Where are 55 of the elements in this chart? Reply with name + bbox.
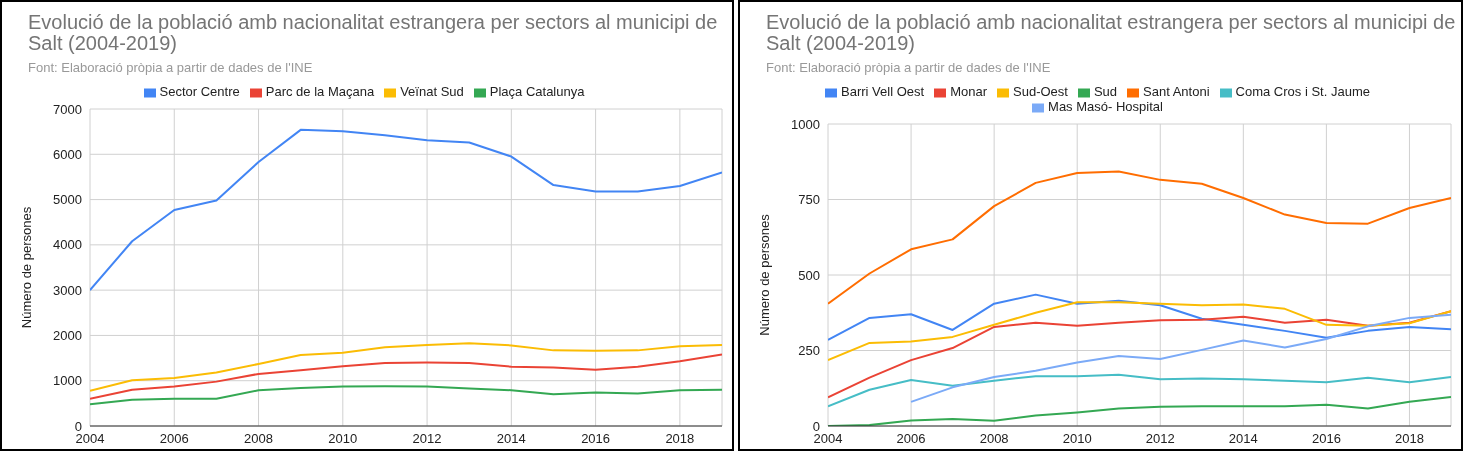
- legend-label: Sud-Oest: [1013, 84, 1068, 99]
- x-tick-label: 2004: [75, 431, 105, 447]
- legend-label: Monar: [950, 84, 987, 99]
- line-series: [90, 353, 722, 400]
- line-series: [828, 373, 1451, 408]
- legend-label: Sant Antoni: [1143, 84, 1210, 99]
- chart-subtitle: Font: Elaboració pròpia a partir de dades de l'INE: [28, 60, 313, 75]
- line-series: [828, 293, 1451, 341]
- line-series: [90, 128, 722, 292]
- legend-label: Sud: [1093, 84, 1118, 99]
- legend-label: Plaça Catalunya: [489, 84, 585, 99]
- x-tick-label: 2014: [496, 431, 526, 447]
- y-tick-label: 250: [798, 343, 820, 359]
- x-tick-label: 2016: [1311, 431, 1341, 447]
- legend-label: Parc de la Maçana: [265, 84, 375, 99]
- x-tick-label: 2018: [1395, 431, 1424, 447]
- x-tick-label: 2006: [896, 431, 926, 447]
- legend-label: Coma Cros i St. Jaume: [1235, 84, 1370, 99]
- chart-title: Evolució de la població amb nacionalitat estrangera per sectors al municipi de Salt (2004-2019): [766, 11, 1457, 54]
- legend-label: Veïnat Sud: [400, 84, 464, 99]
- y-tick-label: 3000: [53, 282, 82, 298]
- y-tick-label: 0: [74, 418, 82, 434]
- legend-label: Barri Vell Oest: [841, 84, 925, 99]
- x-tick-label: 2014: [1228, 431, 1258, 447]
- x-tick-label: 2010: [328, 431, 358, 447]
- line-series: [828, 170, 1451, 305]
- y-tick-label: 5000: [53, 192, 82, 208]
- y-tick-label: 1000: [53, 373, 82, 389]
- y-tick-label: 1000: [791, 116, 820, 132]
- y-axis-title: Número de persones: [756, 213, 772, 336]
- y-tick-label: 6000: [53, 146, 82, 162]
- x-tick-label: 2016: [581, 431, 611, 447]
- x-tick-label: 2012: [1145, 431, 1175, 447]
- y-tick-label: 500: [798, 267, 820, 283]
- line-series: [90, 385, 722, 406]
- y-tick-label: 2000: [53, 328, 82, 344]
- line-series: [828, 301, 1451, 362]
- legend-label: Mas Masó- Hospital: [1048, 99, 1163, 114]
- x-tick-label: 2006: [159, 431, 189, 447]
- x-tick-label: 2010: [1062, 431, 1092, 447]
- line-series: [90, 342, 722, 392]
- x-tick-label: 2004: [813, 431, 843, 447]
- legend-label: Sector Centre: [159, 84, 240, 99]
- y-tick-label: 0: [812, 418, 820, 434]
- chart-title: Evolució de la població amb nacionalitat estrangera per sectors al municipi de Salt (2004-2019): [28, 11, 719, 54]
- y-tick-label: 7000: [53, 101, 82, 117]
- x-tick-label: 2012: [412, 431, 442, 447]
- y-tick-label: 4000: [53, 237, 82, 253]
- x-tick-label: 2018: [665, 431, 695, 447]
- x-tick-label: 2008: [244, 431, 273, 447]
- y-tick-label: 750: [798, 192, 820, 208]
- y-axis-title: Número de persones: [18, 206, 34, 329]
- line-series: [910, 313, 1451, 403]
- chart-subtitle: Font: Elaboració pròpia a partir de dades de l'INE: [766, 60, 1051, 75]
- x-tick-label: 2008: [979, 431, 1009, 447]
